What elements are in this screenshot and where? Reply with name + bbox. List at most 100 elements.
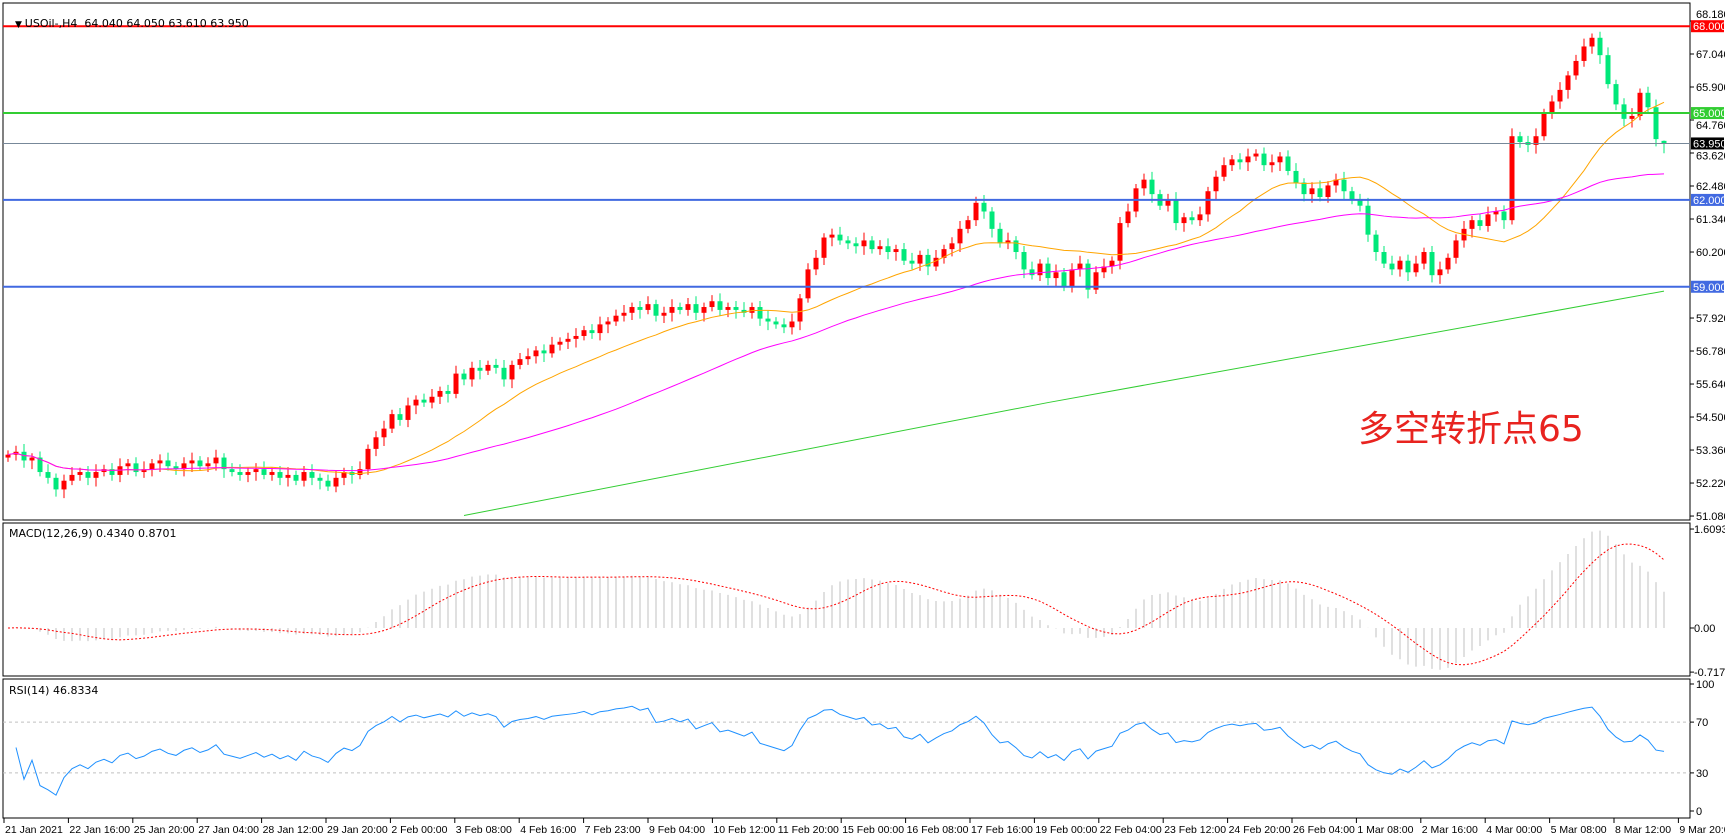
- bull-candle: [469, 367, 475, 380]
- bull-candle: [5, 454, 11, 458]
- macd-header: MACD(12,26,9) 0.4340 0.8701: [9, 527, 177, 540]
- bull-candle: [1581, 46, 1587, 61]
- bull-candle: [933, 257, 939, 267]
- bear-candle: [989, 211, 995, 229]
- bull-candle: [77, 472, 83, 475]
- bull-candle: [301, 472, 307, 481]
- price-tick-label: 55.640: [1696, 379, 1725, 391]
- annotation-text: 多空转折点65: [1358, 409, 1584, 450]
- bull-candle: [1205, 191, 1211, 215]
- bear-candle: [845, 240, 851, 244]
- bull-candle: [1445, 257, 1451, 270]
- bear-candle: [653, 304, 659, 316]
- bull-candle: [1165, 199, 1171, 206]
- bull-candle: [1109, 260, 1115, 267]
- bear-candle: [237, 472, 243, 475]
- macd-pane: [2, 522, 1691, 677]
- bear-candle: [637, 307, 643, 310]
- bull-candle: [245, 472, 251, 475]
- bull-candle: [829, 234, 835, 238]
- bear-candle: [477, 367, 483, 371]
- bull-candle: [1533, 136, 1539, 145]
- bull-candle: [629, 307, 635, 313]
- bull-candle: [1557, 89, 1563, 102]
- bear-candle: [541, 350, 547, 354]
- bear-candle: [197, 460, 203, 467]
- bull-candle: [613, 315, 619, 322]
- bear-candle: [1517, 136, 1523, 143]
- bull-candle: [381, 428, 387, 438]
- bear-candle: [37, 457, 43, 473]
- bear-candle: [1477, 220, 1483, 226]
- bull-candle: [269, 472, 275, 475]
- bear-candle: [293, 474, 299, 481]
- bear-candle: [421, 399, 427, 403]
- bear-candle: [837, 234, 843, 241]
- bull-candle: [605, 321, 611, 325]
- time-tick-label: 19 Feb 00:00: [1035, 824, 1097, 836]
- price-tick-label: 65.900: [1696, 82, 1725, 94]
- chart-header: ▼ USOil-,H4 64.040 64.050 63.610 63.950: [8, 4, 249, 30]
- bear-candle: [325, 480, 331, 487]
- rsi-pane: [2, 678, 1691, 819]
- bull-candle: [1333, 179, 1339, 186]
- ma-long-line: [463, 290, 1665, 516]
- rsi-tick-label: 70: [1696, 717, 1708, 729]
- bull-candle: [1509, 136, 1515, 221]
- bull-candle: [149, 463, 155, 470]
- bull-candle: [365, 448, 371, 470]
- time-tick-label: 28 Jan 12:00: [263, 824, 324, 836]
- bull-candle: [1053, 272, 1059, 279]
- bull-candle: [93, 472, 99, 478]
- price-tick-label: 57.920: [1696, 313, 1725, 325]
- time-tick-label: 8 Mar 12:00: [1615, 824, 1671, 836]
- bull-candle: [1125, 211, 1131, 224]
- bear-candle: [1237, 159, 1243, 163]
- bull-candle: [565, 338, 571, 342]
- bull-candle: [1077, 263, 1083, 270]
- bull-candle: [389, 414, 395, 429]
- time-tick-label: 2 Mar 16:00: [1422, 824, 1478, 836]
- symbol-label: USOil-,H4: [24, 17, 78, 30]
- bear-candle: [309, 472, 315, 478]
- bear-candle: [981, 202, 987, 212]
- time-tick-label: 5 Mar 08:00: [1551, 824, 1607, 836]
- bull-candle: [1573, 60, 1579, 76]
- bull-candle: [1549, 101, 1555, 114]
- bear-candle: [997, 228, 1003, 244]
- triangle-down-icon[interactable]: ▼: [15, 20, 25, 30]
- bear-candle: [1341, 179, 1347, 192]
- bull-candle: [1229, 159, 1235, 166]
- bear-candle: [1301, 182, 1307, 195]
- bull-candle: [1197, 214, 1203, 221]
- time-tick-label: 4 Feb 16:00: [520, 824, 576, 836]
- bear-candle: [1501, 211, 1507, 221]
- bear-candle: [909, 260, 915, 264]
- bear-candle: [1365, 205, 1371, 235]
- bear-candle: [501, 367, 507, 380]
- bull-candle: [181, 463, 187, 470]
- bull-candle: [205, 463, 211, 467]
- bull-candle: [813, 257, 819, 270]
- macd-tick-label: 1.6093: [1694, 524, 1725, 536]
- time-tick-label: 25 Jan 20:00: [134, 824, 195, 836]
- bear-candle: [85, 472, 91, 478]
- bull-candle: [285, 474, 291, 478]
- bear-candle: [885, 246, 891, 253]
- price-tick-label: 68.180: [1696, 9, 1725, 21]
- bull-candle: [805, 269, 811, 299]
- bull-candle: [1421, 252, 1427, 264]
- bear-candle: [901, 249, 907, 261]
- bull-candle: [1413, 263, 1419, 273]
- macd-tick-label: 0.00: [1694, 623, 1715, 635]
- bull-candle: [429, 396, 435, 403]
- bull-candle: [893, 249, 899, 253]
- bear-candle: [229, 469, 235, 473]
- bull-candle: [525, 356, 531, 360]
- bull-candle: [69, 474, 75, 481]
- bear-candle: [1261, 153, 1267, 166]
- price-tick-label: 51.080: [1696, 511, 1725, 523]
- time-tick-label: 10 Feb 12:00: [713, 824, 775, 836]
- time-tick-label: 29 Jan 20:00: [327, 824, 388, 836]
